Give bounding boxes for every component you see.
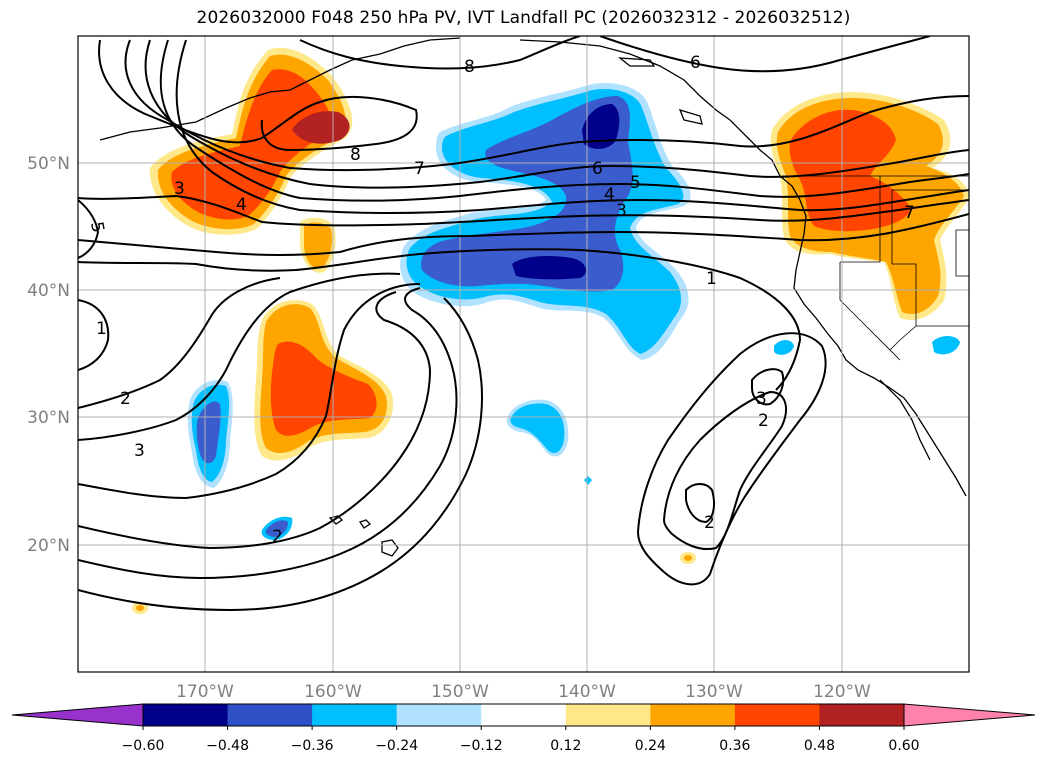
colorbar-cell (819, 704, 905, 726)
map-title: 2026032000 F048 250 hPa PV, IVT Landfall… (196, 8, 851, 28)
contour-label: 3 (174, 179, 185, 199)
colorbar-frame (142, 703, 905, 727)
coastlines (99, 37, 967, 557)
contour-label: 1 (706, 269, 717, 289)
contour-label: 3 (134, 441, 145, 461)
warm-dot-core (136, 605, 144, 611)
map-content: 8 8 7 6 6 5 5 4 4 3 3 3 3 2 2 2 1 1 7 2 (78, 36, 969, 672)
colorbar-cell (565, 704, 651, 726)
contour-label: 5 (630, 173, 641, 193)
contour-labels: 8 8 7 6 6 5 5 4 4 3 3 3 3 2 2 2 1 1 7 (86, 53, 915, 547)
colorbar-cell (143, 704, 229, 726)
cool-dot-2 (774, 340, 794, 355)
contour-label: 8 (350, 145, 361, 165)
lat-label-40: 40°N (27, 281, 70, 301)
contour-label: 4 (236, 195, 247, 215)
colorbar-tick-label: −0.48 (206, 738, 249, 754)
cool-dot-3 (932, 336, 960, 355)
contour-label: 2 (704, 513, 715, 533)
warm-anomaly-central (254, 300, 393, 461)
lat-label-50: 50°N (27, 154, 70, 174)
colorbar-cell (227, 704, 313, 726)
lon-label-170w: 170°W (176, 682, 234, 702)
colorbar-cell (734, 704, 820, 726)
lon-label-130w: 130°W (685, 682, 743, 702)
lon-labels: 170°W 160°W 150°W 140°W 130°W 120°W (176, 682, 871, 702)
contour-label: 7 (414, 159, 425, 179)
cool-anomaly-subtropic (506, 399, 569, 457)
pv-contours (78, 36, 969, 612)
lat-label-30: 30°N (27, 408, 70, 428)
colorbar-cell (650, 704, 736, 726)
colorbar-tick-label: −0.12 (460, 738, 503, 754)
lon-label-150w: 150°W (431, 682, 489, 702)
contour-label: 6 (690, 53, 701, 73)
cool-dot-4 (584, 476, 592, 485)
colorbar-tick-label: 0.36 (719, 738, 750, 754)
contour-label: 7 (904, 203, 915, 223)
contour-label: 1 (96, 319, 107, 339)
lon-label-160w: 160°W (304, 682, 362, 702)
contour-label: 2 (120, 389, 131, 409)
colorbar-tick-label: −0.24 (375, 738, 418, 754)
contour-label: 2 (758, 411, 769, 431)
lon-label-120w: 120°W (813, 682, 871, 702)
colorbar: −0.60 −0.48 −0.36 −0.24 −0.12 0.12 0.24 0.36 0.4… (11, 703, 1036, 754)
warm-dot-2-core (684, 555, 692, 561)
contour-label: 5 (86, 220, 108, 234)
colorbar-tick-label: −0.36 (291, 738, 334, 754)
colorbar-cell-low (12, 704, 143, 726)
colorbar-cell-high (904, 704, 1035, 726)
lat-label-20: 20°N (27, 536, 70, 556)
lat-labels: 50°N 40°N 30°N 20°N (27, 154, 70, 556)
contour-label: 2 (272, 527, 283, 547)
colorbar-cell (396, 704, 482, 726)
colorbar-cell (481, 704, 567, 726)
contour-label: 4 (604, 185, 615, 205)
contour-label: 3 (616, 201, 627, 221)
colorbar-tick-label: 0.60 (888, 738, 919, 754)
colorbar-tick-label: −0.60 (122, 738, 165, 754)
cool-anomaly-gulf-alaska (400, 82, 691, 361)
contour-label: 8 (464, 57, 475, 77)
map-border (77, 35, 970, 673)
contour-label: 6 (592, 159, 603, 179)
colorbar-tick-label: 0.12 (550, 738, 581, 754)
colorbar-tick-label: 0.48 (804, 738, 835, 754)
colorbar-tick-label: 0.24 (635, 738, 666, 754)
lon-label-140w: 140°W (558, 682, 616, 702)
colorbar-cell (312, 704, 398, 726)
cool-dot-core (265, 520, 288, 537)
contour-label: 3 (756, 389, 767, 409)
